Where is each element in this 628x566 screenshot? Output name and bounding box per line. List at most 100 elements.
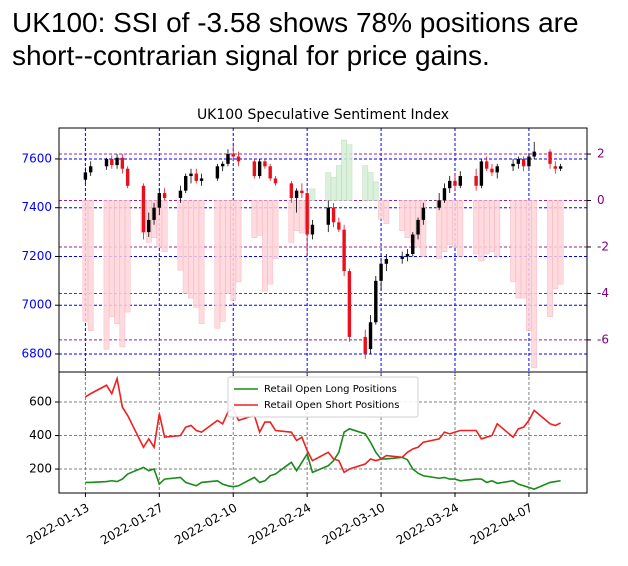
candle-body [199,178,204,181]
sentiment-bar [367,172,374,201]
candle-body [289,183,294,198]
sentiment-bar [188,200,194,299]
headline: UK100: SSI of -3.58 shows 78% positions … [12,7,579,71]
candle-body [300,190,304,194]
candle-body [458,176,462,186]
candle-body [273,178,278,184]
candle-body [263,161,267,167]
candle-body [162,193,167,198]
sentiment-bar [483,200,490,255]
x-tick-label: 2022-04-07 [468,501,535,548]
candle-body [120,157,125,169]
candle-body [511,163,515,167]
sentiment-bar [420,200,427,257]
candle-body [411,234,415,255]
sentiment-bar [272,200,279,259]
candle-body [178,190,183,198]
candle-body [305,193,309,235]
sentiment-bar [335,165,342,201]
y-tick-label: 7000 [21,298,52,312]
candle-body [490,168,494,173]
sentiment-bar [193,200,200,308]
candle-body [189,173,193,177]
sentiment-bar [230,200,237,301]
candle-body [379,263,383,281]
candle-body [252,161,257,177]
candle-body [115,157,119,166]
candle-body [147,219,151,233]
candle-body [442,188,447,201]
y-tick-label: 6800 [21,346,52,360]
candle-body [453,180,457,186]
sentiment-bar [383,200,390,225]
sentiment-bar [404,200,411,238]
sentiment-bar [378,200,384,220]
x-tick-label: 2022-02-10 [172,501,239,548]
sentiment-bar [557,200,564,285]
sentiment-bar [267,200,274,285]
candle-body [337,222,341,230]
candle-body [194,173,198,181]
y-tick-label: 7200 [21,249,52,263]
candle-body [558,166,563,169]
candle-body [532,151,536,157]
sentiment-bar [219,200,226,322]
candle-body [226,154,230,164]
candle-body [257,161,262,177]
sentiment-bar [531,200,538,369]
candle-body [374,280,378,323]
candle-body [141,185,146,233]
sentiment-bar [552,200,559,290]
candle-body [152,207,156,220]
legend-box [227,376,419,418]
series-line [85,427,561,491]
sentiment-bar [330,176,337,201]
chart-subtitle: UK100 Speculative Sentiment Index [197,107,449,123]
candle-body [268,166,272,179]
legend-label: Retail Open Long Positions [264,384,397,395]
candle-body [215,166,220,179]
series-line [84,375,561,474]
candle-body [104,158,109,167]
candle-body [368,322,373,350]
candle-body [416,219,420,235]
candle-body [384,258,389,264]
sentiment-bar [341,139,348,201]
candle-body [326,207,330,225]
plot-frame [58,371,588,494]
sentiment-bar [225,200,231,294]
candle-body [236,156,241,162]
sentiment-bar [446,200,453,245]
sentiment-bar [262,200,268,292]
x-tick-label: 2022-01-13 [24,501,91,548]
y-tick-label: 400 [29,428,52,442]
candle-body [527,156,531,167]
sentiment-bar [214,200,221,329]
sentiment-bar [399,200,406,232]
x-tick-label: 2022-03-10 [320,501,387,548]
sentiment-bar [103,200,110,350]
y2-tick-label: -4 [597,286,609,300]
candle-body [220,163,225,167]
sentiment-bar [298,200,305,234]
sentiment-bar [124,200,131,313]
sentiment-bar [362,165,369,201]
sentiment-bar [494,200,501,257]
candle-body [331,207,336,223]
candle-body [88,166,93,173]
candle-body [495,166,499,173]
y2-tick-label: 0 [597,193,605,207]
sentiment-bar [510,200,516,283]
candle-body [400,256,404,259]
candle-body [184,176,188,191]
sentiment-bar [325,172,332,201]
candle-body [157,193,162,208]
sentiment-bar [182,200,189,294]
y-tick-label: 600 [29,394,52,408]
y-tick-label: 7400 [21,200,52,214]
y-tick-label: 200 [29,462,52,476]
candle-body [421,207,426,220]
candle-body [347,271,352,337]
